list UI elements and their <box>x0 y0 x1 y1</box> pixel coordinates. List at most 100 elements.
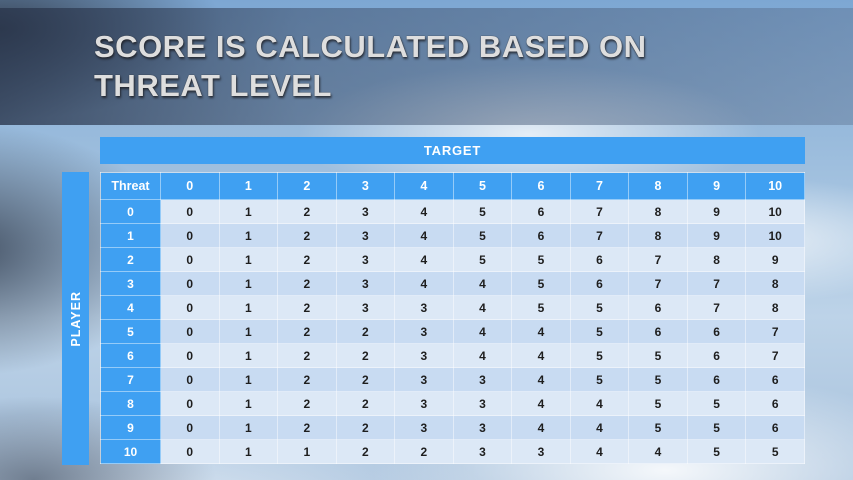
score-cell-7-2: 2 <box>277 367 337 392</box>
score-cell-10-3: 2 <box>335 439 396 464</box>
col-header-4: 4 <box>394 172 454 200</box>
score-cell-9-9: 5 <box>686 415 747 440</box>
score-cell-3-8: 7 <box>628 271 688 296</box>
score-cell-5-3: 2 <box>335 319 396 344</box>
score-cell-3-1: 1 <box>218 271 279 296</box>
score-cell-7-4: 3 <box>394 367 454 392</box>
score-cell-9-7: 4 <box>569 415 630 440</box>
score-cell-9-10: 6 <box>745 415 805 440</box>
score-cell-4-6: 5 <box>511 295 571 320</box>
score-cell-7-0: 0 <box>160 367 220 392</box>
score-cell-2-0: 0 <box>160 247 220 272</box>
score-cell-4-10: 8 <box>745 295 805 320</box>
score-cell-2-9: 8 <box>686 247 747 272</box>
col-header-9: 9 <box>686 172 747 200</box>
score-cell-3-7: 6 <box>569 271 630 296</box>
score-cell-0-3: 3 <box>335 199 396 224</box>
row-header-5: 5 <box>100 319 161 344</box>
score-cell-7-3: 2 <box>335 367 396 392</box>
score-cell-0-4: 4 <box>394 199 454 224</box>
score-cell-3-9: 7 <box>686 271 747 296</box>
score-cell-3-6: 5 <box>511 271 571 296</box>
title-band: SCORE IS CALCULATED BASED ON THREAT LEVE… <box>0 8 853 125</box>
score-cell-5-6: 4 <box>511 319 571 344</box>
score-cell-7-8: 5 <box>628 367 688 392</box>
score-cell-6-0: 0 <box>160 343 220 368</box>
score-cell-0-10: 10 <box>745 199 805 224</box>
col-header-1: 1 <box>218 172 279 200</box>
score-cell-5-5: 4 <box>452 319 513 344</box>
score-cell-5-4: 3 <box>394 319 454 344</box>
corner-cell-threat: Threat <box>100 172 161 200</box>
score-cell-6-3: 2 <box>335 343 396 368</box>
score-cell-4-2: 2 <box>277 295 337 320</box>
row-header-0: 0 <box>100 199 161 224</box>
score-cell-2-1: 1 <box>218 247 279 272</box>
score-cell-1-6: 6 <box>511 223 571 248</box>
score-cell-1-10: 10 <box>745 223 805 248</box>
score-cell-2-5: 5 <box>452 247 513 272</box>
score-cell-7-10: 6 <box>745 367 805 392</box>
score-cell-0-2: 2 <box>277 199 337 224</box>
score-cell-0-8: 8 <box>628 199 688 224</box>
col-header-5: 5 <box>452 172 513 200</box>
score-cell-1-8: 8 <box>628 223 688 248</box>
score-cell-6-5: 4 <box>452 343 513 368</box>
score-cell-8-2: 2 <box>277 391 337 416</box>
row-header-8: 8 <box>100 391 161 416</box>
row-header-2: 2 <box>100 247 161 272</box>
score-cell-3-4: 4 <box>394 271 454 296</box>
score-cell-10-2: 1 <box>277 439 337 464</box>
score-cell-5-8: 6 <box>628 319 688 344</box>
score-cell-5-2: 2 <box>277 319 337 344</box>
score-cell-7-6: 4 <box>511 367 571 392</box>
table-row-threat-0: 0 0 1 2 3 4 5 6 7 8 9 10 <box>100 199 805 224</box>
score-table: Threat 0 1 2 3 4 5 6 7 8 9 10 0 0 1 2 3 4 5 6 7 8 9 10 1 0 1 2 3 4 5 6… <box>100 172 805 464</box>
col-header-8: 8 <box>628 172 688 200</box>
score-cell-4-7: 5 <box>569 295 630 320</box>
col-header-0: 0 <box>160 172 220 200</box>
score-cell-1-2: 2 <box>277 223 337 248</box>
target-header-bar: TARGET <box>100 137 805 164</box>
score-cell-8-3: 2 <box>335 391 396 416</box>
score-cell-2-4: 4 <box>394 247 454 272</box>
score-cell-1-1: 1 <box>218 223 279 248</box>
score-cell-8-1: 1 <box>218 391 279 416</box>
score-cell-1-9: 9 <box>686 223 747 248</box>
score-cell-0-6: 6 <box>511 199 571 224</box>
score-cell-9-0: 0 <box>160 415 220 440</box>
score-cell-0-9: 9 <box>686 199 747 224</box>
score-cell-2-7: 6 <box>569 247 630 272</box>
score-cell-9-2: 2 <box>277 415 337 440</box>
score-cell-10-9: 5 <box>686 439 747 464</box>
score-cell-1-0: 0 <box>160 223 220 248</box>
score-cell-6-4: 3 <box>394 343 454 368</box>
slide-title-line2: THREAT LEVEL <box>94 67 332 103</box>
score-cell-4-5: 4 <box>452 295 513 320</box>
score-cell-10-6: 3 <box>511 439 571 464</box>
score-cell-5-0: 0 <box>160 319 220 344</box>
score-table-header-row: Threat 0 1 2 3 4 5 6 7 8 9 10 <box>100 172 805 200</box>
player-header-bar: PLAYER <box>62 172 89 465</box>
score-cell-10-4: 2 <box>394 439 454 464</box>
slide-title: SCORE IS CALCULATED BASED ON THREAT LEVE… <box>94 28 647 106</box>
score-cell-4-8: 6 <box>628 295 688 320</box>
score-cell-10-0: 0 <box>160 439 220 464</box>
score-cell-9-8: 5 <box>628 415 688 440</box>
score-cell-6-9: 6 <box>686 343 747 368</box>
row-header-4: 4 <box>100 295 161 320</box>
score-cell-2-2: 2 <box>277 247 337 272</box>
score-cell-10-5: 3 <box>452 439 513 464</box>
score-cell-6-1: 1 <box>218 343 279 368</box>
score-cell-8-5: 3 <box>452 391 513 416</box>
score-cell-2-10: 9 <box>745 247 805 272</box>
score-cell-8-8: 5 <box>628 391 688 416</box>
score-cell-9-1: 1 <box>218 415 279 440</box>
score-cell-3-2: 2 <box>277 271 337 296</box>
score-cell-3-0: 0 <box>160 271 220 296</box>
score-cell-1-3: 3 <box>335 223 396 248</box>
